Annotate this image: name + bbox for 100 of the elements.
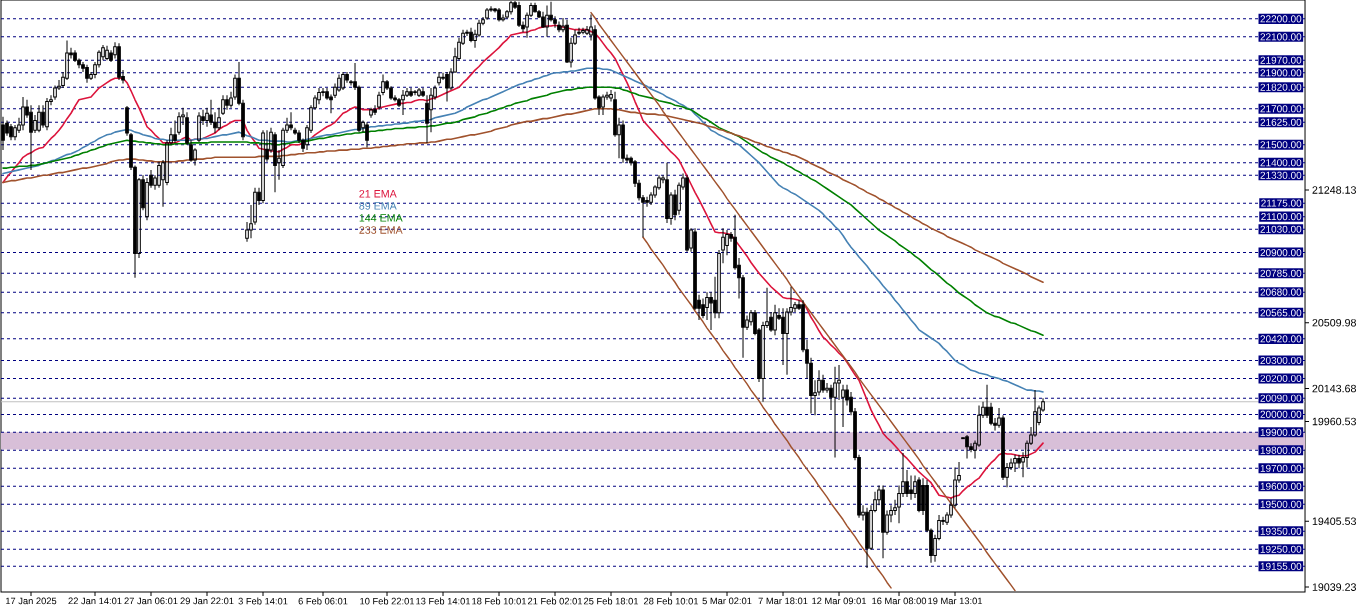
candlestick xyxy=(401,89,405,116)
x-tick-label: 7 Mar 18:01 xyxy=(758,597,808,605)
annotation: 21500.00 xyxy=(1260,141,1302,149)
candlestick xyxy=(145,177,149,221)
annotation: 19600.00 xyxy=(1260,482,1302,490)
annotation: 21100.00 xyxy=(1261,213,1302,221)
y-tick-label: 19039.23 xyxy=(1312,583,1356,591)
annotation: 20680.00 xyxy=(1260,288,1302,296)
candlestick xyxy=(289,111,293,131)
candlestick xyxy=(341,71,345,91)
x-tick-label: 5 Mar 02:01 xyxy=(702,597,752,605)
candlestick xyxy=(209,99,213,126)
candlestick xyxy=(601,93,605,116)
y-tick-label: 21248.13 xyxy=(1312,186,1356,194)
x-tick-label: 12 Mar 09:01 xyxy=(812,597,867,605)
candlestick xyxy=(501,13,505,23)
candlestick xyxy=(389,85,393,101)
y-tick-label: 20143.68 xyxy=(1312,384,1356,393)
candlestick xyxy=(445,71,449,103)
candlestick xyxy=(909,475,913,501)
annotation: 21625.00 xyxy=(1260,118,1302,126)
annotation: 22100.00 xyxy=(1260,33,1302,41)
x-tick-label: 19 Mar 13:01 xyxy=(928,597,983,605)
text: 144 EMA xyxy=(359,214,403,222)
annotation: 20090.00 xyxy=(1260,394,1302,402)
annotation: 19155.00 xyxy=(1260,562,1302,570)
candlestick xyxy=(553,15,557,29)
annotation: 20900.00 xyxy=(1260,249,1302,257)
y-tick-label: 19960.53 xyxy=(1312,417,1356,426)
annotation: 22200.00 xyxy=(1260,15,1302,23)
x-tick-label: 16 Mar 08:00 xyxy=(872,597,927,605)
candlestick xyxy=(325,87,329,101)
candlestick xyxy=(37,104,41,133)
annotation: 19250.00 xyxy=(1260,545,1302,553)
x-tick-label: 10 Feb 22:01 xyxy=(360,597,415,605)
x-tick-label: 13 Feb 14:01 xyxy=(416,597,471,605)
annotation: 19500.00 xyxy=(1260,500,1302,508)
x-tick-label: 17 Jan 2025 xyxy=(6,597,57,605)
x-tick-label: 21 Feb 02:01 xyxy=(527,597,583,605)
candlestick xyxy=(73,49,77,63)
candlestick xyxy=(5,119,9,137)
annotation: 21030.00 xyxy=(1260,225,1302,233)
x-tick-label: 3 Feb 14:01 xyxy=(238,597,288,605)
candlestick xyxy=(881,484,885,559)
candlestick xyxy=(665,162,669,224)
annotation: 20785.00 xyxy=(1260,269,1302,277)
candlestick xyxy=(1013,454,1017,473)
candlestick xyxy=(413,89,417,96)
annotation: 21970.00 xyxy=(1260,56,1302,64)
candlestick xyxy=(365,121,369,148)
text: 233 EMA xyxy=(359,226,403,234)
candlestick xyxy=(261,129,265,204)
x-tick-label: 27 Jan 06:01 xyxy=(124,597,178,605)
annotation: 19900.00 xyxy=(1260,428,1302,436)
candlestick xyxy=(581,27,585,35)
x-tick-label: 25 Feb 18:01 xyxy=(583,597,639,605)
annotation: 20000.00 xyxy=(1260,410,1302,418)
text: 21 EMA xyxy=(359,189,397,198)
annotation: 21900.00 xyxy=(1260,69,1302,77)
candlestick xyxy=(197,111,201,143)
annotation: 19800.00 xyxy=(1260,446,1302,454)
candlestick xyxy=(53,84,57,101)
annotation: 20200.00 xyxy=(1260,374,1302,382)
candlestick xyxy=(369,107,373,119)
x-tick-label: 29 Jan 22:01 xyxy=(180,597,234,605)
candlestick xyxy=(917,476,921,513)
annotation: 19350.00 xyxy=(1260,527,1302,535)
candlestick xyxy=(117,42,121,81)
candlestick xyxy=(557,21,561,33)
text: 89 EMA xyxy=(359,202,397,210)
annotation: 19700.00 xyxy=(1260,464,1302,472)
candlestick xyxy=(497,7,501,23)
candlestick xyxy=(105,45,109,61)
candlestick xyxy=(485,7,489,21)
candlestick xyxy=(685,174,689,253)
candlestick xyxy=(965,434,969,459)
annotation: 20565.00 xyxy=(1260,309,1302,317)
y-tick-label: 19405.53 xyxy=(1312,517,1356,526)
candlestick xyxy=(409,87,413,98)
annotation: 21175.00 xyxy=(1261,199,1302,207)
annotation: 21820.00 xyxy=(1260,83,1302,91)
annotation: 21400.00 xyxy=(1260,159,1302,167)
candlestick xyxy=(821,374,825,394)
candlestick xyxy=(989,402,993,426)
candlestick xyxy=(417,87,421,98)
y-tick-label: 20509.98 xyxy=(1312,318,1356,327)
candlestick xyxy=(865,507,869,569)
annotation: 21700.00 xyxy=(1260,105,1302,113)
annotation: 20300.00 xyxy=(1260,356,1302,364)
candlestick xyxy=(437,71,441,86)
candlestick xyxy=(225,94,229,111)
x-tick-label: 22 Jan 14:01 xyxy=(68,597,122,605)
candlestick xyxy=(85,64,89,84)
candlestick xyxy=(29,104,33,171)
candlestick xyxy=(45,97,49,131)
annotation: 20420.00 xyxy=(1260,335,1302,343)
candlestick xyxy=(357,84,361,133)
x-tick-label: 28 Feb 10:01 xyxy=(643,597,699,605)
x-tick-label: 6 Feb 06:01 xyxy=(298,597,348,605)
candlestick xyxy=(565,19,569,63)
